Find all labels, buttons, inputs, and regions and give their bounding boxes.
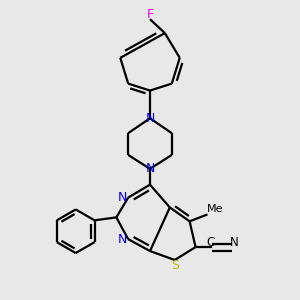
Text: S: S bbox=[171, 260, 179, 272]
Text: C: C bbox=[206, 236, 214, 249]
Text: N: N bbox=[118, 191, 127, 204]
Text: N: N bbox=[230, 236, 239, 249]
Text: N: N bbox=[118, 233, 127, 246]
Text: F: F bbox=[146, 8, 154, 21]
Text: N: N bbox=[145, 112, 155, 125]
Text: N: N bbox=[145, 162, 155, 175]
Text: Me: Me bbox=[207, 204, 224, 214]
